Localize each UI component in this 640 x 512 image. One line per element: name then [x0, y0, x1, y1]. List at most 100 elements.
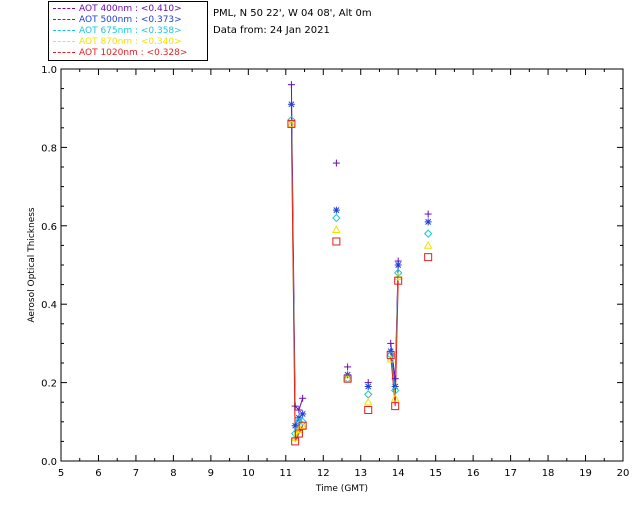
- data-point: [343, 374, 352, 382]
- triangle: [343, 374, 352, 382]
- x-tick-label: 20: [617, 468, 630, 479]
- data-point: [287, 119, 296, 128]
- y-tick-label: 0.4: [41, 300, 57, 311]
- triangle: [332, 225, 341, 234]
- data-point: [291, 402, 299, 410]
- data-point: [393, 268, 403, 278]
- data-point: [287, 115, 296, 125]
- ast-d2: [299, 411, 306, 417]
- triangle: [298, 421, 308, 430]
- square: [287, 119, 296, 128]
- data-point: [287, 119, 296, 128]
- ast-d2: [425, 218, 432, 225]
- data-point: [364, 406, 373, 415]
- data-point: [391, 375, 399, 383]
- x-tick-label: 13: [354, 468, 367, 479]
- data-point: [332, 213, 341, 223]
- square: [394, 276, 403, 285]
- x-tick-label: 14: [392, 468, 405, 479]
- x-tick-label: 6: [95, 468, 101, 479]
- data-point: [363, 397, 373, 406]
- x-tick-label: 9: [208, 468, 214, 479]
- data-point: [299, 394, 307, 402]
- triangle: [393, 272, 403, 281]
- square: [386, 351, 395, 360]
- data-point: [394, 276, 403, 285]
- data-point: [294, 429, 303, 438]
- site-info: PML, N 50 22', W 04 08', Alt 0m: [213, 8, 372, 19]
- legend-label-500: AOT 500nm : <0.373>: [79, 15, 182, 25]
- x-tick-label: 15: [429, 468, 442, 479]
- legend-entry-675: AOT 675nm : <0.358>: [53, 26, 182, 37]
- ast-d2: [288, 101, 295, 108]
- data-point: [423, 240, 433, 249]
- plot-frame: [60, 68, 624, 462]
- data-point: [287, 100, 295, 108]
- data-point: [364, 390, 373, 399]
- y-tick-label: 0.2: [41, 379, 57, 390]
- data-point: [298, 421, 307, 430]
- legend-swatch-400: [53, 8, 75, 9]
- square: [364, 406, 373, 415]
- data-point: [332, 225, 341, 234]
- ast-d2: [395, 262, 402, 268]
- y-tick-label: 1.0: [41, 65, 57, 76]
- x-tick-label: 16: [467, 468, 480, 479]
- square: [294, 429, 303, 438]
- x-tick-label: 8: [170, 468, 176, 479]
- diamond: [332, 213, 341, 223]
- square: [391, 402, 400, 411]
- x-tick-label: 18: [542, 468, 555, 479]
- data-point: [386, 351, 395, 360]
- data-point: [424, 210, 432, 218]
- diamond: [364, 390, 373, 399]
- data-point: [291, 422, 299, 430]
- legend-label-1020: AOT 1020nm : <0.328>: [79, 48, 188, 58]
- data-point: [298, 421, 308, 430]
- x-tick-label: 10: [242, 468, 255, 479]
- square: [291, 437, 300, 446]
- diamond: [287, 115, 296, 125]
- legend-swatch-870: [53, 41, 75, 42]
- y-tick-label: 0.6: [41, 222, 57, 233]
- legend-label-870: AOT 870nm : <0.340>: [79, 37, 182, 47]
- data-point: [424, 218, 432, 226]
- data-point: [387, 339, 395, 347]
- y-tick-label: 0.8: [41, 143, 57, 154]
- square: [332, 237, 341, 246]
- x-axis-label: Time (GMT): [315, 484, 368, 494]
- data-point: [424, 253, 433, 262]
- data-point: [394, 261, 402, 269]
- legend-entry-500: AOT 500nm : <0.373>: [53, 15, 182, 26]
- legend-entry-400: AOT 400nm : <0.410>: [53, 4, 182, 15]
- x-tick-label: 5: [58, 468, 64, 479]
- x-tick-label: 12: [317, 468, 330, 479]
- square: [298, 421, 307, 430]
- data-point: [332, 206, 340, 214]
- data-point: [332, 237, 341, 246]
- data-point: [299, 410, 307, 418]
- y-axis-label: Aerosol Optical Thickness: [27, 207, 37, 323]
- triangle: [423, 240, 433, 249]
- x-tick-label: 19: [579, 468, 592, 479]
- series-line: [390, 280, 399, 407]
- data-point: [390, 393, 400, 402]
- legend-entry-870: AOT 870nm : <0.340>: [53, 37, 182, 48]
- legend-swatch-675: [53, 30, 75, 31]
- y-tick-label: 0.0: [41, 457, 57, 468]
- legend: AOT 400nm : <0.410> AOT 500nm : <0.373> …: [48, 1, 208, 61]
- data-point: [295, 406, 303, 414]
- date-info: Data from: 24 Jan 2021: [213, 25, 330, 36]
- data-point: [364, 383, 372, 391]
- legend-swatch-1020: [53, 52, 75, 53]
- diamond: [423, 229, 433, 238]
- series-line: [290, 123, 304, 442]
- data-point: [343, 374, 352, 383]
- data-point: [298, 417, 307, 427]
- triangle: [287, 119, 296, 128]
- x-tick-label: 11: [279, 468, 292, 479]
- data-point: [393, 272, 403, 281]
- diamond: [298, 417, 307, 427]
- ast-d2: [333, 207, 340, 214]
